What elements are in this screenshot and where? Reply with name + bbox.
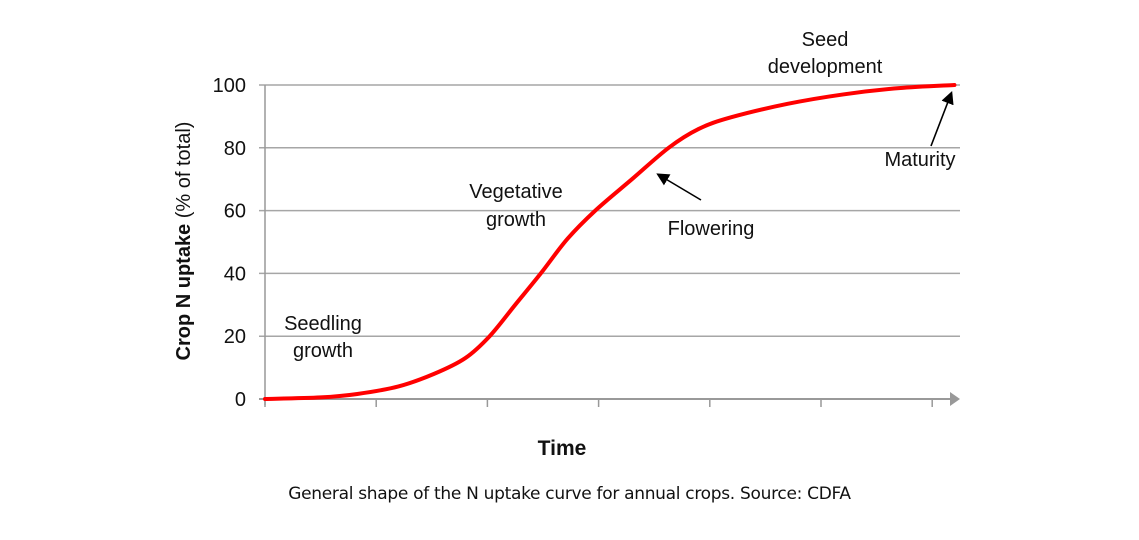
y-tick-label-80: 80 <box>224 138 246 160</box>
x-axis-label: Time <box>538 437 587 460</box>
maturity-arrow <box>930 91 954 147</box>
annotation-vegetative-1: Vegetative <box>469 181 562 203</box>
y-axis-label: Crop N uptake (% of total) <box>173 122 195 361</box>
figure-caption: General shape of the N uptake curve for … <box>288 484 851 504</box>
annotation-seedling-2: growth <box>293 340 353 362</box>
y-axis-label-unit: (% of total) <box>173 122 195 224</box>
gridlines <box>259 84 960 337</box>
y-axis-label-bold: Crop N uptake <box>173 224 195 361</box>
annotation-maturity: Maturity <box>884 149 955 171</box>
y-tick-label-0: 0 <box>235 389 246 411</box>
flowering-arrow <box>656 173 702 201</box>
y-tick-label-20: 20 <box>224 326 246 348</box>
x-axis-arrowhead-icon <box>950 392 960 406</box>
annotation-seedling-1: Seedling <box>284 313 362 335</box>
x-axis <box>259 85 960 407</box>
n-uptake-curve <box>263 83 957 401</box>
annotation-flowering: Flowering <box>668 218 755 240</box>
y-tick-label-60: 60 <box>224 201 246 223</box>
annotation-seed-1: Seed <box>802 29 849 51</box>
y-tick-label-40: 40 <box>224 263 246 285</box>
annotation-seed-2: development <box>768 56 883 78</box>
annotation-vegetative-2: growth <box>486 209 546 231</box>
y-tick-label-100: 100 <box>213 75 246 97</box>
y-tick-labels: 0 20 40 60 80 100 <box>213 75 246 411</box>
